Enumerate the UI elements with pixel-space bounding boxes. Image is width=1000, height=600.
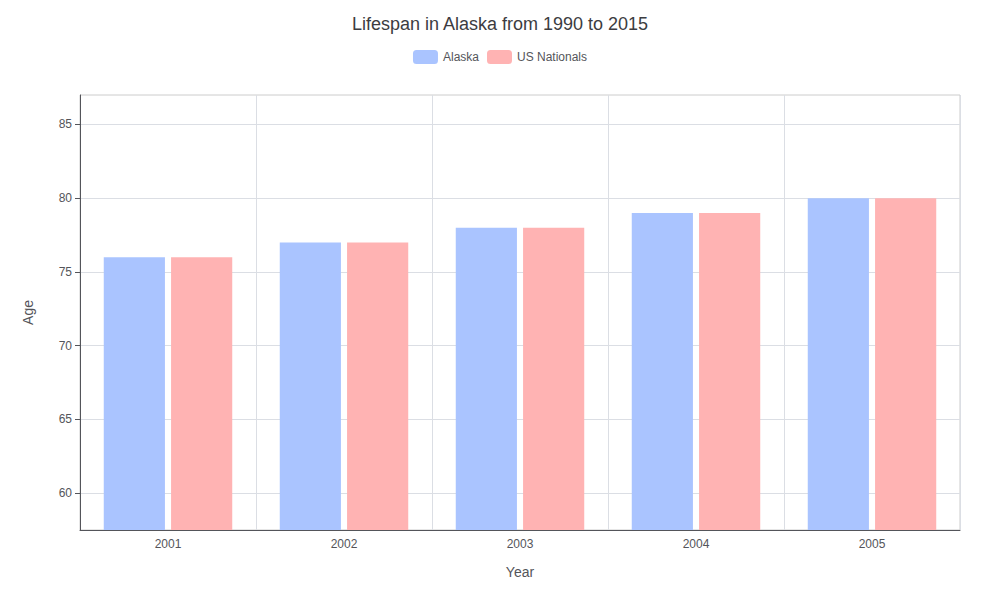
svg-text:85: 85 — [59, 117, 73, 131]
svg-text:70: 70 — [59, 339, 73, 353]
svg-text:75: 75 — [59, 265, 73, 279]
svg-text:2002: 2002 — [331, 537, 358, 551]
svg-text:Age: Age — [20, 300, 36, 325]
svg-text:Alaska: Alaska — [443, 50, 479, 64]
svg-text:2004: 2004 — [683, 537, 710, 551]
svg-text:US Nationals: US Nationals — [517, 50, 587, 64]
svg-text:65: 65 — [59, 412, 73, 426]
svg-text:2003: 2003 — [507, 537, 534, 551]
svg-text:Lifespan in Alaska from 1990 t: Lifespan in Alaska from 1990 to 2015 — [352, 14, 648, 34]
svg-text:80: 80 — [59, 191, 73, 205]
svg-text:2005: 2005 — [859, 537, 886, 551]
svg-text:60: 60 — [59, 486, 73, 500]
svg-text:2001: 2001 — [155, 537, 182, 551]
svg-text:Year: Year — [506, 564, 535, 580]
